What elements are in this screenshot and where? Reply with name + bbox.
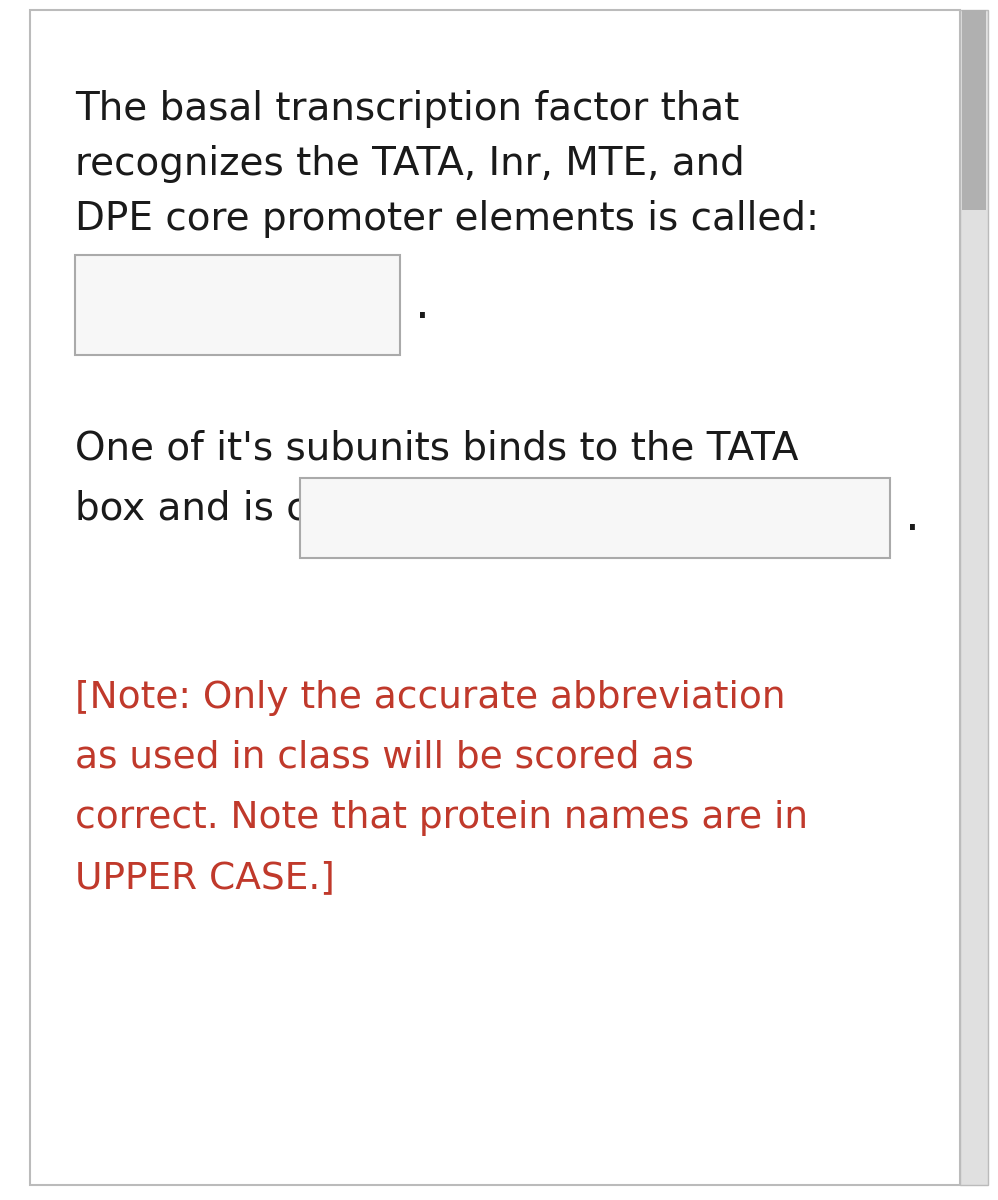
- Text: One of it's subunits binds to the TATA: One of it's subunits binds to the TATA: [75, 430, 798, 468]
- Bar: [960, 10, 988, 1186]
- Text: recognizes the TATA, Inr, MTE, and: recognizes the TATA, Inr, MTE, and: [75, 145, 745, 182]
- Bar: [960, 10, 988, 1186]
- Bar: [962, 10, 986, 210]
- Text: box and is called:: box and is called:: [75, 490, 414, 528]
- Text: correct. Note that protein names are in: correct. Note that protein names are in: [75, 800, 808, 836]
- Text: .: .: [415, 282, 430, 328]
- Text: .: .: [905, 496, 920, 540]
- Text: as used in class will be scored as: as used in class will be scored as: [75, 740, 694, 776]
- Text: The basal transcription factor that: The basal transcription factor that: [75, 90, 740, 128]
- Text: UPPER CASE.]: UPPER CASE.]: [75, 860, 335, 896]
- Text: DPE core promoter elements is called:: DPE core promoter elements is called:: [75, 200, 819, 238]
- Bar: [300, 478, 890, 558]
- Bar: [75, 254, 400, 355]
- Text: [Note: Only the accurate abbreviation: [Note: Only the accurate abbreviation: [75, 680, 785, 716]
